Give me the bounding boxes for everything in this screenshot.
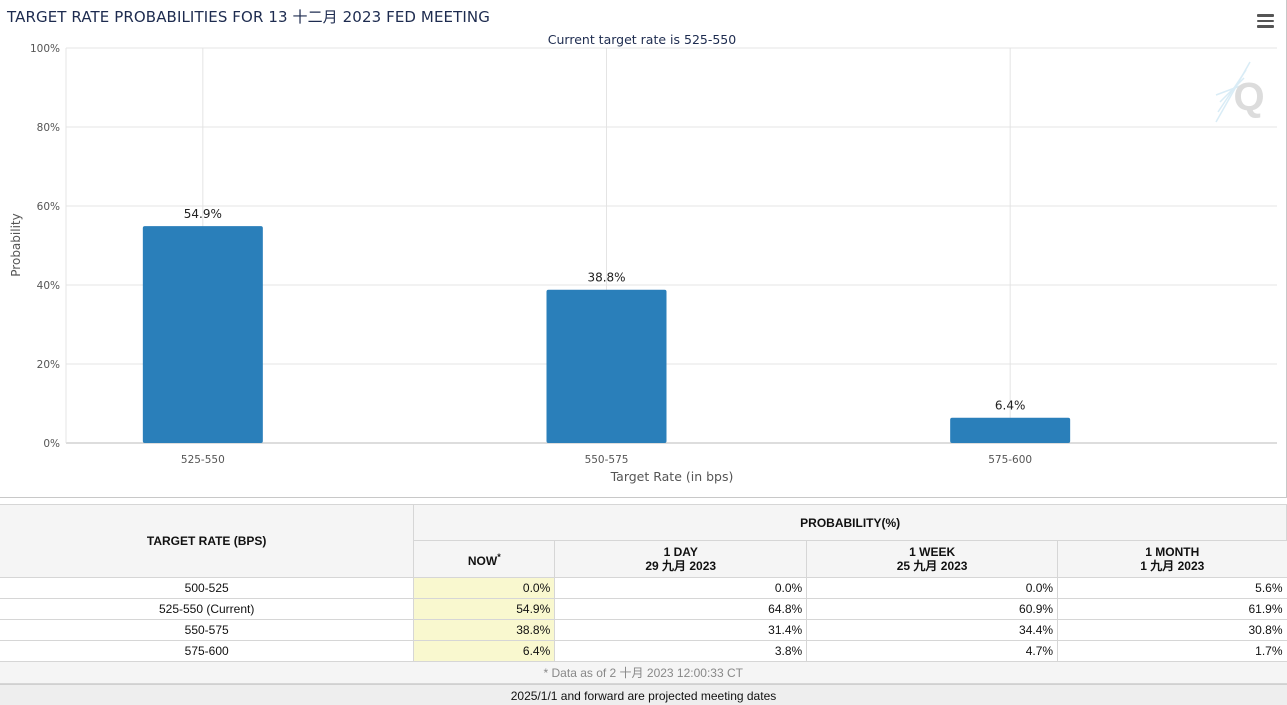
y-tick-label: 100% bbox=[30, 43, 60, 55]
svg-text:Q: Q bbox=[1233, 75, 1264, 119]
chart-subtitle: Current target rate is 525-550 bbox=[548, 32, 736, 47]
header-1-week: 1 WEEK 25 九月 2023 bbox=[806, 540, 1059, 578]
hamburger-menu-icon[interactable] bbox=[1257, 14, 1274, 29]
y-tick-label: 80% bbox=[37, 122, 60, 134]
header-now: NOW* bbox=[413, 540, 556, 578]
bar-525-550[interactable] bbox=[142, 226, 263, 443]
x-tick-label: 525-550 bbox=[181, 454, 225, 466]
x-tick-label: 575-600 bbox=[988, 454, 1032, 466]
probability-table: TARGET RATE (BPS) PROBABILITY(%) NOW* 1 … bbox=[0, 504, 1287, 684]
data-label: 54.9% bbox=[184, 207, 222, 221]
y-tick-label: 20% bbox=[37, 359, 60, 371]
x-axis-title: Target Rate (in bps) bbox=[610, 469, 734, 484]
header-target-rate: TARGET RATE (BPS) bbox=[0, 504, 415, 578]
table-row: 575-600 6.4% 3.8% 4.7% 1.7% bbox=[0, 640, 1287, 662]
table-row: 525-550 (Current) 54.9% 64.8% 60.9% 61.9… bbox=[0, 598, 1287, 620]
table-row: 500-525 0.0% 0.0% 0.0% 5.6% bbox=[0, 577, 1287, 599]
data-label: 6.4% bbox=[995, 399, 1026, 413]
bar-550-575[interactable] bbox=[546, 289, 667, 443]
x-tick-label: 550-575 bbox=[585, 454, 629, 466]
bar-chart: Q Current target rate is 525-550 0% 20% 40… bbox=[9, 32, 1277, 484]
chart-title: TARGET RATE PROBABILITIES FOR 13 十二月 202… bbox=[7, 8, 490, 26]
footer-note: 2025/1/1 and forward are projected meeti… bbox=[0, 684, 1287, 705]
y-tick-label: 40% bbox=[37, 280, 60, 292]
y-tick-label: 0% bbox=[43, 438, 60, 450]
y-tick-label: 60% bbox=[37, 201, 60, 213]
y-axis-title: Probability bbox=[9, 213, 23, 276]
data-timestamp-note: * Data as of 2 十月 2023 12:00:33 CT bbox=[0, 661, 1287, 684]
header-probability: PROBABILITY(%) bbox=[413, 504, 1287, 541]
table-row: 550-575 38.8% 31.4% 34.4% 30.8% bbox=[0, 619, 1287, 641]
watermark-logo: Q bbox=[1215, 61, 1265, 123]
header-1-month: 1 MONTH 1 九月 2023 bbox=[1057, 540, 1287, 578]
bar-575-600[interactable] bbox=[950, 417, 1071, 443]
probability-table-area: TARGET RATE (BPS) PROBABILITY(%) NOW* 1 … bbox=[0, 504, 1287, 705]
data-label: 38.8% bbox=[587, 271, 625, 285]
chart-panel: TARGET RATE PROBABILITIES FOR 13 十二月 202… bbox=[0, 0, 1287, 498]
header-1-day: 1 DAY 29 九月 2023 bbox=[554, 540, 808, 578]
